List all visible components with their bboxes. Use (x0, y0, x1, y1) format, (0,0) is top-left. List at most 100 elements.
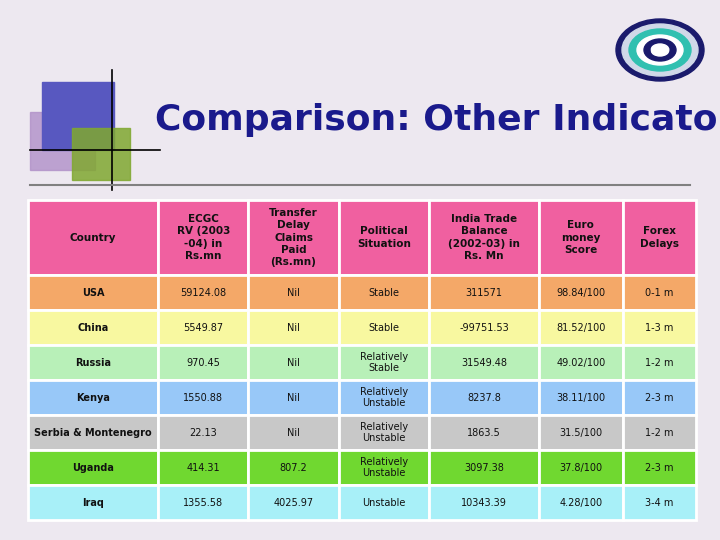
Text: Country: Country (70, 233, 117, 242)
Text: 4.28/100: 4.28/100 (559, 497, 603, 508)
Ellipse shape (629, 29, 691, 71)
Text: Stable: Stable (368, 288, 399, 298)
Bar (28, 345, 158, 380)
Text: 31.5/100: 31.5/100 (559, 428, 603, 437)
Bar (28, 200, 158, 275)
Ellipse shape (637, 35, 683, 65)
Text: 970.45: 970.45 (186, 357, 220, 368)
Bar (28, 310, 158, 345)
Bar (623, 450, 696, 485)
Text: 414.31: 414.31 (186, 463, 220, 472)
Text: Nil: Nil (287, 357, 300, 368)
Bar (338, 200, 429, 275)
Text: Forex
Delays: Forex Delays (640, 226, 679, 249)
Text: 59124.08: 59124.08 (180, 288, 226, 298)
Text: 2-3 m: 2-3 m (645, 463, 673, 472)
Bar (248, 450, 338, 485)
Bar (338, 485, 429, 520)
Text: Unstable: Unstable (362, 497, 405, 508)
Bar (158, 450, 248, 485)
Bar (248, 275, 338, 310)
Bar (158, 275, 248, 310)
Ellipse shape (651, 44, 669, 56)
Bar (623, 200, 696, 275)
Bar (158, 200, 248, 275)
Text: 3097.38: 3097.38 (464, 463, 504, 472)
Text: Relatively
Stable: Relatively Stable (360, 352, 408, 374)
Text: Russia: Russia (75, 357, 111, 368)
Bar (623, 485, 696, 520)
Bar (158, 485, 248, 520)
Bar (248, 415, 338, 450)
Text: 1863.5: 1863.5 (467, 428, 501, 437)
Text: Relatively
Unstable: Relatively Unstable (360, 387, 408, 408)
Bar (338, 275, 429, 310)
Text: Nil: Nil (287, 428, 300, 437)
Bar (623, 310, 696, 345)
Bar (28, 275, 158, 310)
Bar (158, 310, 248, 345)
Ellipse shape (622, 24, 698, 76)
Text: Transfer
Delay
Claims
Paid
(Rs.mn): Transfer Delay Claims Paid (Rs.mn) (269, 208, 318, 267)
Text: 1-2 m: 1-2 m (645, 428, 673, 437)
Text: 2-3 m: 2-3 m (645, 393, 673, 403)
Bar (338, 310, 429, 345)
Bar (539, 380, 623, 415)
Bar (429, 200, 539, 275)
Bar (158, 380, 248, 415)
Bar (248, 485, 338, 520)
Text: 5549.87: 5549.87 (184, 323, 223, 333)
Text: Stable: Stable (368, 323, 399, 333)
Bar (623, 275, 696, 310)
Bar (248, 345, 338, 380)
Bar (28, 450, 158, 485)
Text: 311571: 311571 (465, 288, 503, 298)
Text: 22.13: 22.13 (189, 428, 217, 437)
Text: ): ) (666, 41, 674, 59)
Bar (539, 275, 623, 310)
Text: 10343.39: 10343.39 (461, 497, 507, 508)
Bar (429, 275, 539, 310)
Bar (429, 345, 539, 380)
Bar (158, 345, 248, 380)
Bar (338, 380, 429, 415)
Bar (539, 485, 623, 520)
Bar (28, 415, 158, 450)
Text: 81.52/100: 81.52/100 (556, 323, 606, 333)
Text: 1355.58: 1355.58 (184, 497, 223, 508)
Text: -99751.53: -99751.53 (459, 323, 509, 333)
Text: 49.02/100: 49.02/100 (556, 357, 606, 368)
Text: USA: USA (82, 288, 104, 298)
Bar (338, 450, 429, 485)
Text: Nil: Nil (287, 323, 300, 333)
Text: (: ( (646, 41, 654, 59)
Bar (72, 128, 130, 180)
Bar (539, 345, 623, 380)
Text: Relatively
Unstable: Relatively Unstable (360, 422, 408, 443)
Bar (429, 380, 539, 415)
Ellipse shape (616, 19, 704, 81)
Bar (539, 310, 623, 345)
Bar (623, 345, 696, 380)
Text: 1-2 m: 1-2 m (645, 357, 673, 368)
Bar (248, 380, 338, 415)
Text: Comparison: Other Indicators: Comparison: Other Indicators (155, 103, 720, 137)
Text: Iraq: Iraq (82, 497, 104, 508)
Bar (28, 485, 158, 520)
Bar (429, 415, 539, 450)
Text: 8237.8: 8237.8 (467, 393, 501, 403)
Bar (42, 82, 114, 150)
Text: 98.84/100: 98.84/100 (557, 288, 606, 298)
Text: 4025.97: 4025.97 (274, 497, 314, 508)
Ellipse shape (644, 39, 676, 61)
Text: ECGC
RV (2003
-04) in
Rs.mn: ECGC RV (2003 -04) in Rs.mn (176, 214, 230, 261)
Text: Nil: Nil (287, 393, 300, 403)
Bar (623, 380, 696, 415)
Bar (429, 485, 539, 520)
Text: Serbia & Montenegro: Serbia & Montenegro (35, 428, 152, 437)
Text: 31549.48: 31549.48 (461, 357, 507, 368)
Text: China: China (78, 323, 109, 333)
Text: Relatively
Unstable: Relatively Unstable (360, 457, 408, 478)
Bar (539, 415, 623, 450)
Bar (539, 200, 623, 275)
